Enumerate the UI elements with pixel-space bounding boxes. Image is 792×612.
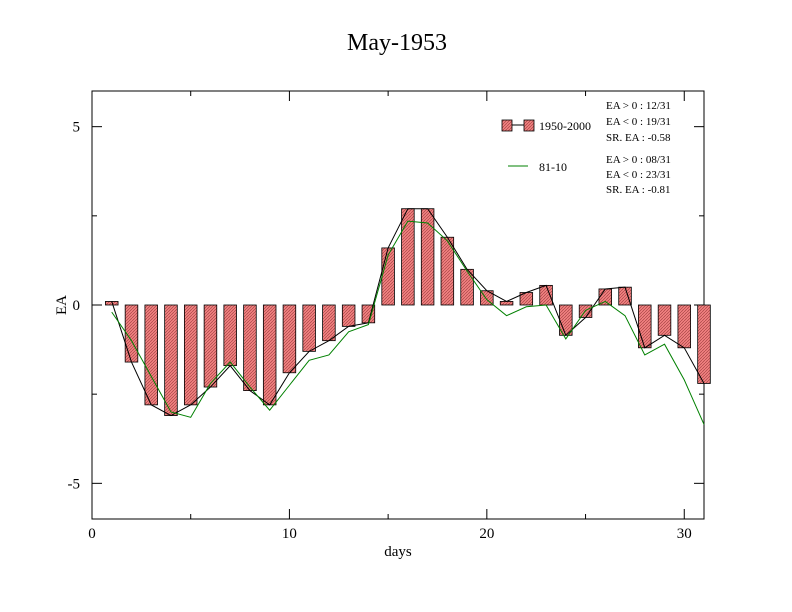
bar-day-26 bbox=[598, 288, 613, 306]
stats-bars-sr: SR. EA : -0.58 bbox=[606, 132, 671, 144]
y-tick-label: 0 bbox=[73, 298, 81, 314]
chart-title: May-1953 bbox=[347, 30, 447, 56]
stats-line-sr: SR. EA : -0.81 bbox=[606, 184, 670, 196]
stats-bars-negative: EA < 0 : 19/31 bbox=[606, 116, 671, 128]
bar-day-16 bbox=[401, 208, 415, 306]
bar-day-31 bbox=[697, 304, 711, 384]
stats-bars-positive: EA > 0 : 12/31 bbox=[606, 100, 671, 112]
bar-day-8 bbox=[243, 304, 257, 391]
bar-day-30 bbox=[677, 304, 691, 349]
bar-day-13 bbox=[341, 304, 356, 327]
bar-day-7 bbox=[223, 304, 237, 367]
axis-tick-labels: 0 10 20 30 -5 0 5 bbox=[68, 120, 692, 542]
stats-line-negative: EA < 0 : 23/31 bbox=[606, 169, 671, 181]
bar-tops-line bbox=[111, 208, 705, 417]
line-series bbox=[111, 208, 705, 425]
y-tick-label: -5 bbox=[68, 476, 81, 492]
bar-day-28 bbox=[638, 304, 652, 349]
x-tick-label: 20 bbox=[479, 526, 494, 542]
bar-day-12 bbox=[322, 304, 336, 342]
series-line-81-10 bbox=[111, 220, 705, 425]
bar-day-4 bbox=[164, 304, 178, 416]
x-tick-label: 10 bbox=[282, 526, 297, 542]
bar-day-23 bbox=[539, 284, 553, 306]
legend-swatch-bar-left bbox=[501, 119, 513, 132]
legend: 1950-2000 81-10 EA > 0 : 12/31 EA < 0 : … bbox=[501, 100, 671, 196]
legend-label-bars: 1950-2000 bbox=[539, 119, 591, 133]
legend-swatch-bar-right bbox=[523, 119, 535, 132]
bar-day-10 bbox=[282, 304, 297, 374]
stats-line-positive: EA > 0 : 08/31 bbox=[606, 154, 671, 166]
bar-day-3 bbox=[144, 304, 158, 406]
bar-day-5 bbox=[183, 304, 198, 406]
y-axis-label: EA bbox=[54, 295, 70, 315]
y-tick-label: 5 bbox=[73, 120, 81, 136]
bar-day-11 bbox=[302, 304, 316, 352]
bar-day-6 bbox=[203, 304, 218, 388]
legend-label-line: 81-10 bbox=[539, 160, 567, 174]
bar-day-29 bbox=[657, 304, 672, 336]
axis-ticks bbox=[91, 91, 704, 519]
x-axis-label: days bbox=[384, 544, 412, 560]
bar-day-9 bbox=[262, 304, 277, 406]
x-tick-label: 30 bbox=[677, 526, 692, 542]
x-tick-label: 0 bbox=[88, 526, 96, 542]
